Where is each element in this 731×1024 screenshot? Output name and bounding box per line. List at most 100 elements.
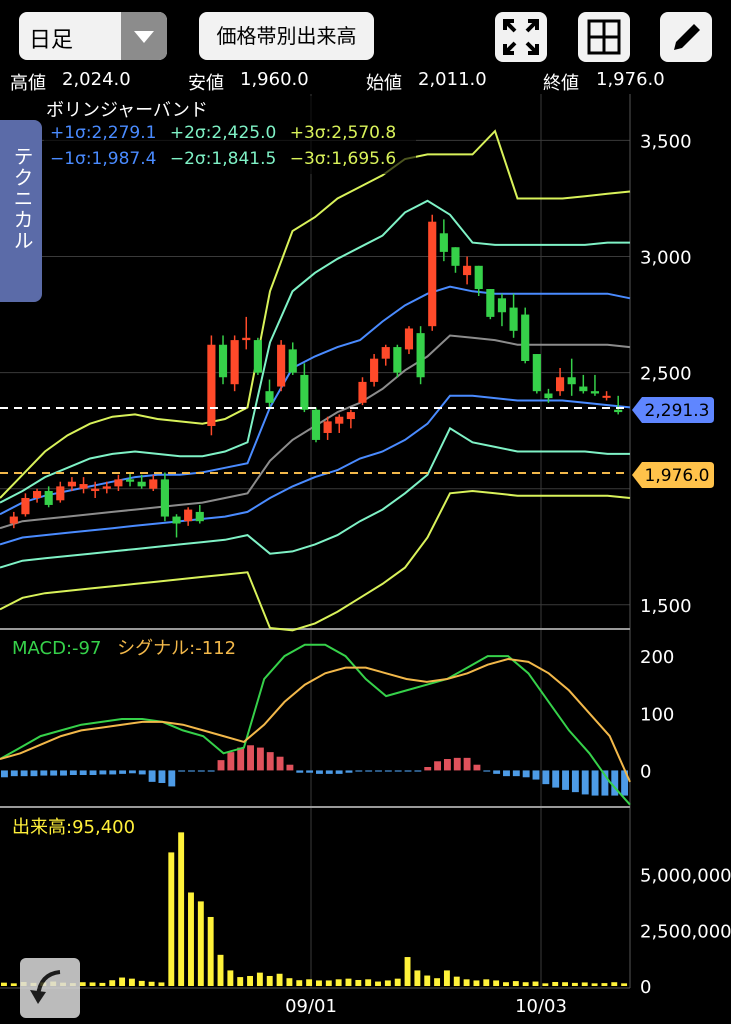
technical-tab[interactable]: テクニカル bbox=[0, 120, 42, 302]
grid-icon[interactable] bbox=[578, 12, 630, 62]
volume-bar bbox=[207, 916, 214, 986]
volume-bar bbox=[434, 978, 441, 986]
price-tag-blue-shape bbox=[632, 397, 714, 423]
volume-bar bbox=[621, 983, 628, 986]
macd-hist-bar bbox=[325, 770, 333, 774]
volume-bar bbox=[591, 983, 598, 986]
candle-body bbox=[172, 516, 181, 524]
candle-body bbox=[149, 479, 158, 489]
volume-bar bbox=[266, 975, 273, 986]
volume-bar bbox=[414, 970, 421, 986]
period-dropdown[interactable]: 日足 bbox=[19, 12, 167, 60]
macd-hist-bar bbox=[394, 770, 402, 772]
volume-axis-label: 2,500,000 bbox=[640, 921, 731, 942]
band-p3-line bbox=[0, 129, 631, 499]
bollinger-legend bbox=[44, 96, 416, 174]
back-button[interactable] bbox=[20, 958, 80, 1018]
band-m3-line bbox=[0, 489, 631, 632]
macd-hist-bar bbox=[99, 770, 107, 775]
macd-hist-bar bbox=[443, 759, 451, 771]
macd-hist-bar bbox=[266, 752, 274, 771]
macd-hist-bar bbox=[532, 770, 540, 780]
macd-hist-bar bbox=[562, 770, 569, 790]
price-band-volume-button[interactable]: 価格帯別出来高 bbox=[199, 12, 374, 60]
band-m2-label: −2σ:1,841.5 bbox=[169, 149, 277, 169]
volume-label: 出来高:95,400 bbox=[12, 817, 136, 838]
volume-bar bbox=[109, 980, 116, 986]
band-m3-label: −3σ:1,695.6 bbox=[289, 149, 397, 169]
macd-hist-bar bbox=[188, 770, 195, 772]
volume-bar bbox=[119, 977, 126, 986]
macd-hist-bar bbox=[453, 757, 461, 771]
candle-body bbox=[451, 247, 460, 266]
macd-hist-bar bbox=[424, 767, 432, 771]
chart-canvas[interactable]: 2,291.3 1,976.0 3,500 3,000 2,500 1,500 200 100… bbox=[0, 94, 731, 1024]
macd-hist-bar bbox=[197, 770, 205, 772]
macd-hist-bar bbox=[355, 770, 363, 772]
macd-macd-line bbox=[0, 643, 631, 806]
candle-body bbox=[230, 340, 239, 385]
candle-body bbox=[32, 491, 42, 498]
macd-hist-bar bbox=[178, 770, 186, 772]
expand-icon[interactable] bbox=[495, 12, 547, 62]
candle-body bbox=[439, 233, 448, 252]
macd-hist-bar bbox=[276, 756, 284, 771]
price-axis-label: 2,500 bbox=[640, 364, 692, 385]
high-label: 高値 bbox=[10, 73, 46, 94]
macd-hist-bar bbox=[493, 770, 501, 774]
candle-body bbox=[404, 328, 414, 350]
macd-hist-bar bbox=[217, 760, 225, 771]
candle-body bbox=[102, 486, 111, 489]
candle-body bbox=[393, 347, 402, 373]
candle-body bbox=[556, 377, 565, 392]
candle-body bbox=[370, 358, 379, 382]
volume-axis-label: 0 bbox=[640, 977, 651, 998]
candle-body bbox=[335, 416, 344, 424]
volume-bar bbox=[611, 982, 618, 986]
price-tag-orange-text: 1,976.0 bbox=[645, 466, 710, 486]
candle-body bbox=[288, 349, 297, 373]
volume-bar bbox=[562, 982, 568, 986]
volume-bar bbox=[532, 981, 539, 986]
macd-hist-bar bbox=[473, 764, 481, 771]
candle-body bbox=[67, 481, 76, 487]
band-p1-label: +1σ:2,279.1 bbox=[50, 123, 157, 143]
volume-bar bbox=[522, 982, 529, 986]
macd-hist-bar bbox=[40, 770, 48, 776]
candle-body bbox=[579, 386, 588, 392]
candle-body bbox=[253, 340, 262, 373]
macd-label: MACD:-97 bbox=[12, 638, 102, 659]
macd-hist-bar bbox=[30, 770, 38, 777]
macd-axis-label: 200 bbox=[640, 647, 674, 668]
macd-hist-bar bbox=[571, 770, 579, 793]
band-m1-label: −1σ:1,987.4 bbox=[50, 149, 157, 169]
bollinger-row-plus: +1σ:2,279.1 +2σ:2,425.0 +3σ:2,570.8 bbox=[50, 123, 396, 143]
candle-body bbox=[428, 221, 437, 327]
low-label: 安値 bbox=[188, 73, 224, 94]
macd-hist-bar bbox=[119, 770, 127, 774]
volume-bar bbox=[335, 979, 342, 986]
volume-bar bbox=[148, 981, 155, 986]
macd-hist-bar bbox=[89, 770, 97, 775]
volume-bar bbox=[404, 957, 411, 986]
volume-bar bbox=[493, 980, 500, 986]
band-p2-line bbox=[0, 199, 630, 504]
candle-body bbox=[137, 481, 146, 487]
candle-body bbox=[44, 491, 53, 505]
chevron-down-icon bbox=[121, 12, 167, 60]
volume-axis-label: 5,000,000 bbox=[640, 866, 731, 887]
candle-body bbox=[590, 391, 600, 394]
price-axis-label: 3,500 bbox=[640, 131, 692, 152]
candle-body bbox=[277, 344, 286, 387]
candle-body bbox=[21, 497, 30, 515]
macd-hist-bar bbox=[365, 770, 373, 772]
volume-bar bbox=[1, 982, 7, 986]
candle-body bbox=[614, 409, 623, 413]
candle-body bbox=[567, 377, 576, 385]
macd-hist-bar bbox=[20, 770, 28, 777]
macd-axis-label: 0 bbox=[640, 761, 651, 782]
macd-hist-bar bbox=[296, 770, 304, 773]
macd-hist-bar bbox=[138, 770, 146, 775]
pencil-icon[interactable] bbox=[660, 12, 712, 62]
volume-bar bbox=[503, 982, 509, 986]
